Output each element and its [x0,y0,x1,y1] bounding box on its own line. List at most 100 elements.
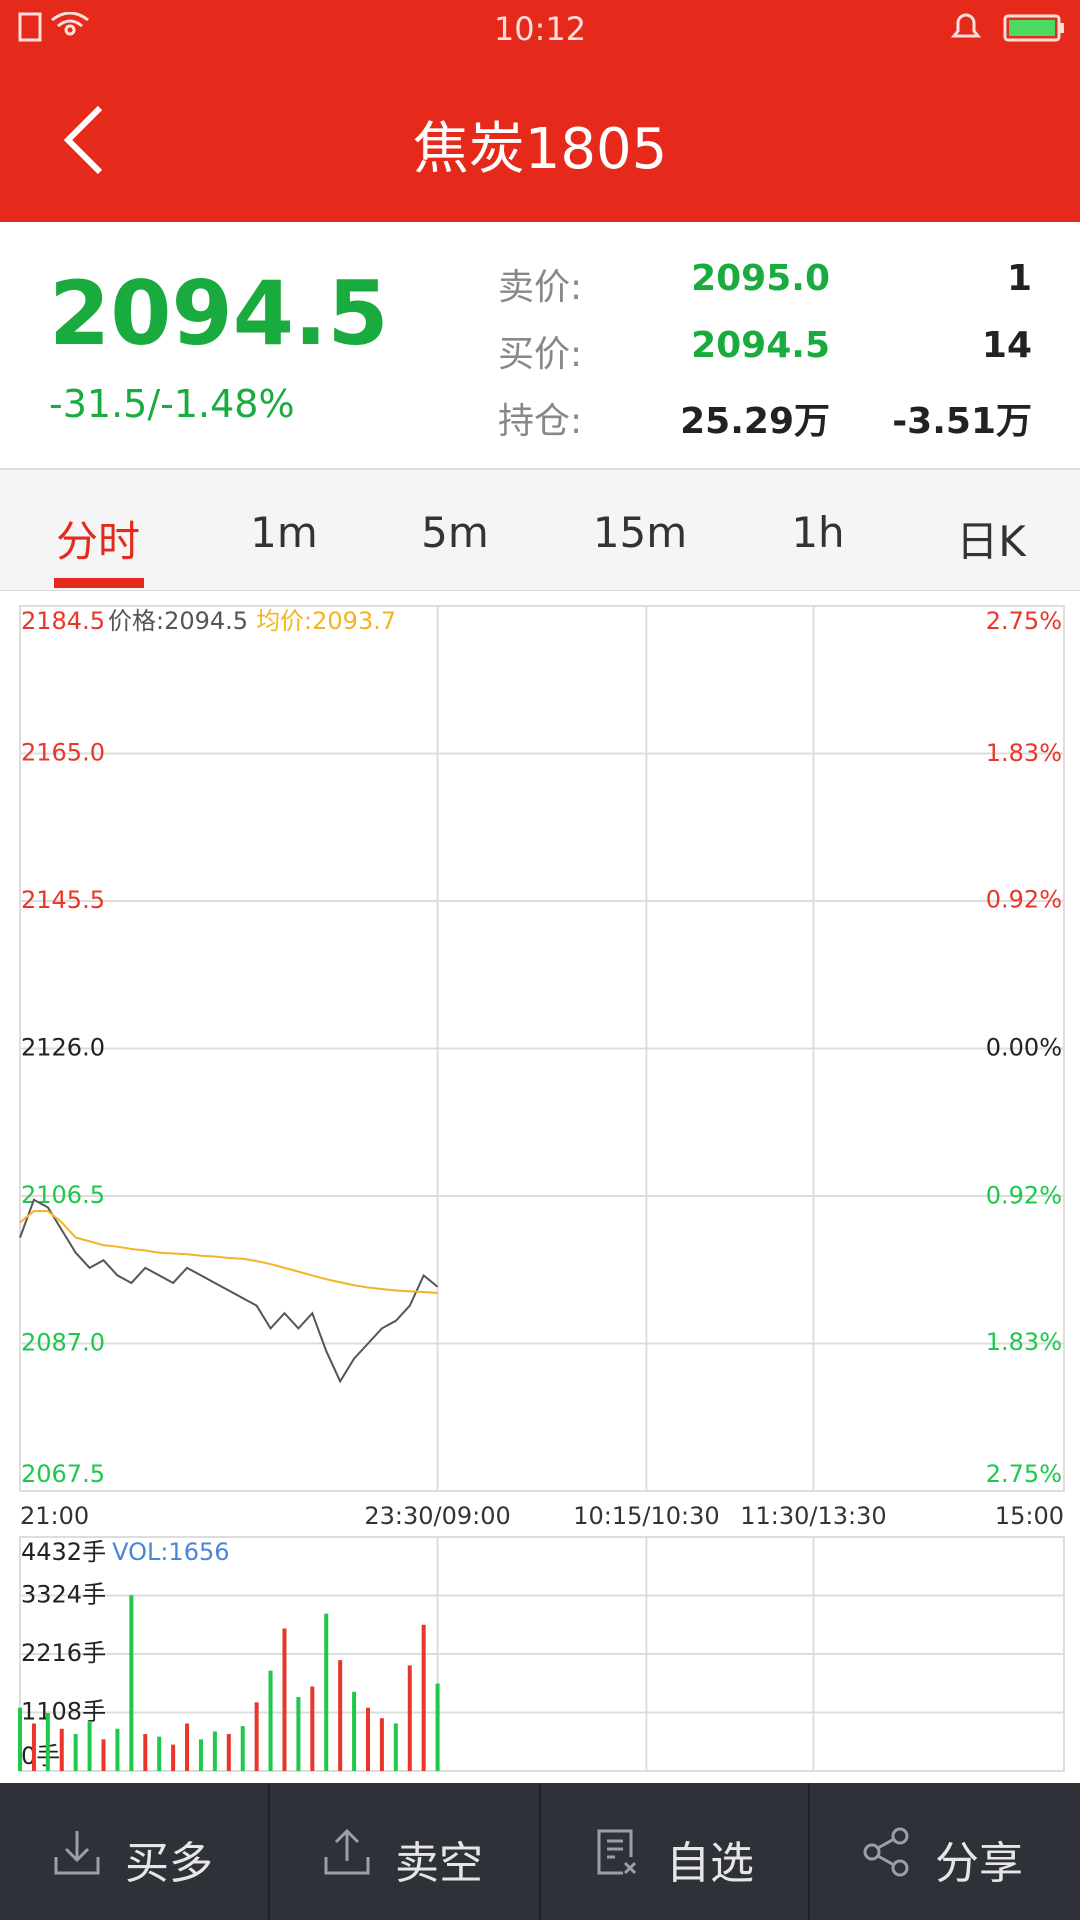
y2-tick-label: 0.92% [986,885,1062,913]
tab[interactable]: 分时 [55,517,140,566]
y2-tick-label: 1.83% [986,1328,1062,1356]
qty: -3.51万 [892,401,1032,442]
volume-bar [18,1707,22,1771]
volume-bar [157,1736,162,1771]
tabs: 分时 1m 5m 15m 1h 日K [0,470,1080,591]
y-tick-label: 2087.0 [21,1329,105,1357]
label: 卖空 [395,1838,483,1889]
volume-bar [115,1728,120,1771]
label: 自选 [666,1838,754,1889]
volume-bar [240,1726,245,1771]
volume-bar [73,1734,78,1771]
x-tick-label: 23:30/09:00 [364,1502,510,1530]
volume-bar [87,1720,92,1771]
share-button[interactable]: 分享 [810,1783,1080,1920]
status-time: 10:12 [493,10,587,48]
y2-tick-label: 0.00% [986,1034,1062,1062]
volume-bar [198,1739,203,1771]
y-tick-label: 4432手 [21,1538,106,1566]
x-tick-label: 10:15/10:30 [573,1502,719,1530]
tab[interactable]: 5m [421,508,489,557]
value: 2094.5 [691,325,830,366]
quote-panel: 2094.5 -31.5/-1.48% 卖价: 2095.0 1 买价: 2094.5… [0,222,1080,470]
volume-bar [226,1734,231,1771]
price-change: -31.5/-1.48% [49,382,295,426]
x-tick-label: 15:00 [995,1502,1064,1530]
x-tick-label: 21:00 [20,1502,89,1530]
volume-bar [101,1739,106,1771]
divider [539,1783,541,1920]
divider [268,1783,270,1920]
price-line [19,1198,439,1384]
y-tick-label: 0手 [21,1742,60,1770]
divider [808,1783,810,1920]
quote-row: 卖价: 2095.0 1 [498,258,1032,318]
label: 买多 [125,1838,213,1889]
status-icons-left [18,12,89,42]
label: 持仓: [498,401,583,442]
top-bar: 10:12 焦炭1805 [0,0,1080,222]
y-tick-label: 2126.0 [21,1034,105,1062]
volume-bar [379,1718,384,1771]
status-icons-right [950,13,1064,42]
volume-bar [185,1723,190,1771]
volume-bar [435,1683,440,1771]
quote-row: 买价: 2094.5 14 [498,325,1032,385]
volume-bar [59,1728,64,1771]
volume-bar [324,1613,329,1771]
y-tick-label: 2184.5 [21,607,105,635]
y-tick-label: 1108手 [21,1698,106,1726]
label: 分享 [935,1838,1023,1889]
price-line [19,1210,438,1294]
volume-bar [143,1734,148,1771]
volume-bar [129,1595,134,1771]
value: 25.29万 [680,401,830,442]
volume-bar [268,1670,273,1771]
last-price: 2094.5 [49,262,389,365]
sell-button[interactable]: 卖空 [270,1783,540,1920]
volume-bar [45,1712,50,1771]
watch-button[interactable]: 自选 [541,1783,811,1920]
y-tick-label: 2106.5 [21,1181,105,1209]
y-tick-label: 2216手 [21,1639,106,1667]
tab[interactable]: 日K [956,517,1026,566]
volume-bar [366,1707,370,1771]
y2-tick-label: 2.75% [986,1460,1062,1488]
buy-button[interactable]: 买多 [0,1783,270,1920]
volume-bar [393,1723,398,1771]
title: 焦炭1805 [412,117,668,182]
x-tick-label: 11:30/13:30 [740,1502,886,1530]
tab[interactable]: 15m [592,508,688,557]
value: 2095.0 [691,258,830,299]
volume-bar [296,1697,301,1771]
y-tick-label: 2067.5 [21,1460,105,1488]
tab[interactable]: 1h [791,508,845,557]
volume-bar [254,1702,259,1771]
volume-bar [212,1731,217,1771]
volume-bar [171,1744,176,1771]
qty: 14 [981,325,1032,366]
back-button[interactable] [60,104,110,174]
volume-bar [282,1628,287,1771]
y2-tick-label: 0.92% [986,1182,1062,1210]
volume-bar [421,1624,426,1771]
y-tick-label: 2145.5 [21,886,105,914]
y-tick-label: 2165.0 [21,739,105,767]
toolbar: 买多 卖空 自选 分享 [0,1783,1080,1920]
volume-bar [338,1660,343,1771]
volume-bar [407,1665,412,1771]
volume-bar [352,1691,357,1771]
label: 卖价: [498,267,583,308]
tab[interactable]: 1m [250,508,318,557]
volume-bar [310,1686,315,1771]
y2-tick-label: 2.75% [986,607,1062,635]
qty: 1 [1006,258,1032,299]
volume-bar [31,1723,36,1771]
y-tick-label: 3324手 [21,1581,106,1609]
legend-label: VOL:1656 [112,1538,229,1566]
quote-row: 持仓: 25.29万 -3.51万 [498,392,1032,452]
legend-label: 价格:2094.5 [108,607,248,635]
y2-tick-label: 1.83% [986,739,1062,767]
chart: 21:00 23:30/09:00 10:15/10:30 11:30/13:30 15… [18,605,1065,1772]
